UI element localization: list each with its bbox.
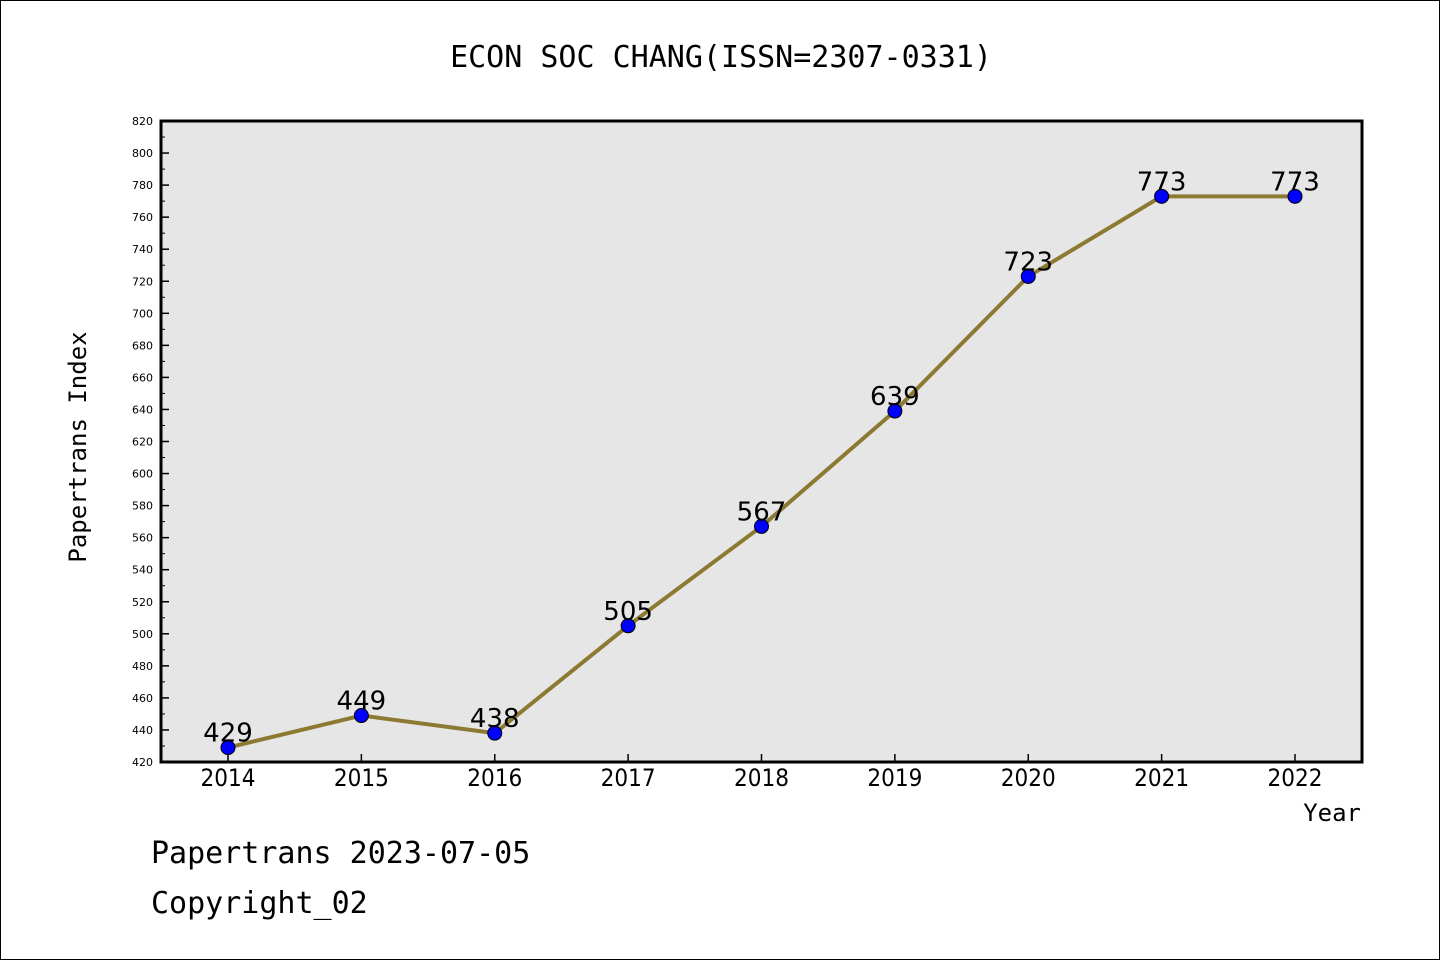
data-point bbox=[1020, 268, 1036, 284]
x-tick-label: 2021 bbox=[1134, 764, 1189, 792]
data-label: 505 bbox=[603, 597, 653, 627]
y-axis: 420 440 460 480 500 520 540 560 580 600 620 640 660 6… bbox=[132, 115, 169, 769]
data-label: 773 bbox=[1270, 167, 1320, 197]
y-tick-label: 660 bbox=[132, 371, 153, 384]
y-tick-label: 580 bbox=[132, 500, 153, 513]
y-tick-label: 760 bbox=[132, 211, 153, 224]
data-label: 567 bbox=[737, 497, 787, 527]
x-tick-label: 2022 bbox=[1268, 764, 1323, 792]
data-point bbox=[220, 740, 236, 756]
chart-title: ECON SOC CHANG(ISSN=2307-0331) bbox=[450, 40, 992, 75]
data-point bbox=[887, 403, 903, 419]
data-label: 438 bbox=[470, 704, 520, 734]
data-label: 449 bbox=[337, 687, 387, 717]
x-axis-label: Year bbox=[1303, 799, 1361, 827]
footer-date: Papertrans 2023-07-05 bbox=[151, 836, 531, 871]
x-tick-label: 2015 bbox=[334, 764, 389, 792]
data-point bbox=[620, 618, 636, 634]
y-tick-label: 460 bbox=[132, 692, 153, 705]
y-tick-label: 740 bbox=[132, 243, 153, 256]
x-axis: 2014 2015 2016 2017 2018 2019 2020 2021 2022 bbox=[201, 754, 1323, 792]
data-label: 429 bbox=[203, 719, 253, 749]
x-tick-label: 2014 bbox=[201, 764, 256, 792]
y-tick-label: 520 bbox=[132, 596, 153, 609]
data-point bbox=[487, 725, 503, 741]
y-tick-label: 600 bbox=[132, 468, 153, 481]
x-tick-label: 2019 bbox=[867, 764, 922, 792]
data-point bbox=[754, 518, 769, 534]
x-tick-label: 2017 bbox=[601, 764, 656, 792]
y-tick-label: 440 bbox=[132, 724, 153, 737]
y-tick-label: 640 bbox=[132, 403, 153, 416]
y-tick-label: 680 bbox=[132, 339, 153, 352]
y-tick-label: 480 bbox=[132, 660, 153, 673]
y-tick-label: 720 bbox=[132, 275, 153, 288]
x-tick-label: 2016 bbox=[467, 764, 522, 792]
y-tick-label: 700 bbox=[132, 307, 153, 320]
y-tick-label: 420 bbox=[132, 756, 153, 769]
data-label: 773 bbox=[1137, 167, 1187, 197]
data-label: 639 bbox=[870, 382, 920, 412]
data-point bbox=[353, 708, 369, 724]
data-label: 723 bbox=[1003, 247, 1053, 277]
data-point bbox=[1287, 188, 1303, 204]
y-axis-label: Papertrans Index bbox=[64, 331, 92, 562]
y-tick-label: 560 bbox=[132, 532, 153, 545]
y-tick-label: 800 bbox=[132, 147, 153, 160]
plot-area bbox=[159, 119, 1364, 764]
y-tick-label: 820 bbox=[132, 115, 153, 128]
x-tick-label: 2020 bbox=[1001, 764, 1056, 792]
data-point bbox=[1154, 188, 1170, 204]
y-tick-label: 780 bbox=[132, 179, 153, 192]
y-tick-label: 540 bbox=[132, 564, 153, 577]
x-tick-label: 2018 bbox=[734, 764, 789, 792]
y-tick-label: 620 bbox=[132, 436, 153, 449]
footer-copyright: Copyright_02 bbox=[151, 886, 368, 921]
series-layer: 429 449 438 505 567 639 723 773 773 bbox=[203, 167, 1320, 756]
y-tick-label: 500 bbox=[132, 628, 153, 641]
